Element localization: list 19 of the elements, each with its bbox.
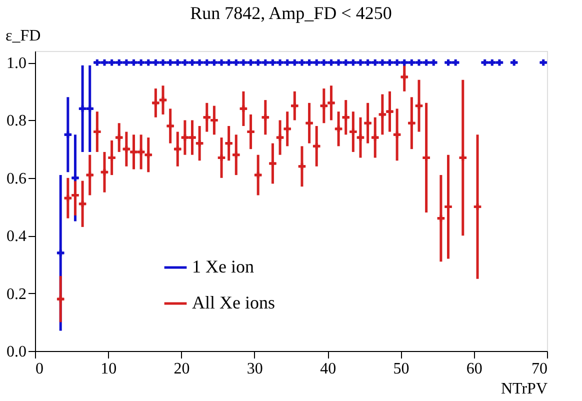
x-tick-label: 60 (466, 360, 482, 378)
x-tick-label: 30 (246, 360, 263, 378)
y-tick-label: 0.4 (6, 228, 26, 246)
legend-label: All Xe ions (192, 292, 275, 312)
chart-title: Run 7842, Amp_FD < 4250 (190, 3, 392, 23)
y-tick-label: 0.0 (6, 344, 26, 360)
x-tick-label: 50 (393, 360, 410, 378)
x-tick-label: 40 (320, 360, 336, 378)
y-tick-label: 0.6 (6, 170, 26, 188)
legend-label: 1 Xe ion (192, 256, 254, 276)
y-tick-label: 0.8 (6, 112, 26, 130)
y-axis-title: ε_FD (6, 28, 41, 44)
y-tick-label: 0.2 (6, 286, 26, 303)
x-axis-title: NTrPV (500, 380, 548, 398)
x-tick-label: 20 (174, 360, 190, 378)
x-tick-label: 0 (36, 360, 44, 378)
x-tick-label: 10 (100, 360, 117, 378)
x-tick-label: 70 (532, 360, 548, 378)
y-tick-label: 1.0 (6, 55, 26, 72)
